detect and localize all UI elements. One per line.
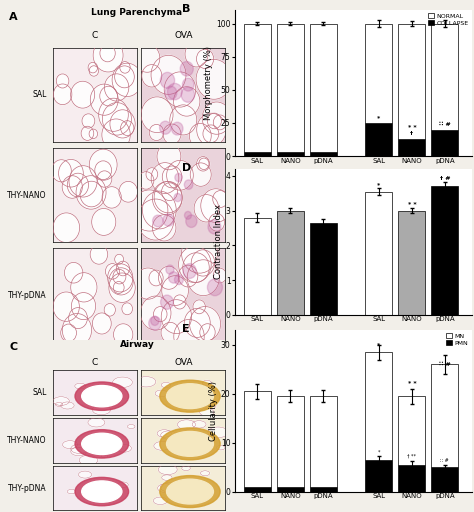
Bar	[277, 486, 304, 492]
Text: THY: THY	[300, 193, 314, 199]
Text: C: C	[92, 31, 98, 40]
Bar	[365, 191, 392, 315]
Bar	[431, 24, 458, 130]
Text: ∷ #: ∷ #	[439, 362, 451, 367]
Bar	[399, 139, 425, 156]
Bar	[244, 486, 271, 492]
Bar	[244, 24, 271, 152]
Text: OVA: OVA	[174, 31, 192, 40]
Text: *: *	[377, 115, 381, 120]
Text: C: C	[9, 342, 17, 352]
Text: THY-pDNA: THY-pDNA	[8, 483, 46, 493]
Bar	[431, 467, 458, 492]
Text: SAL: SAL	[32, 388, 46, 397]
Bar	[277, 152, 304, 156]
Bar	[431, 130, 458, 156]
Bar	[399, 24, 425, 139]
Text: THY: THY	[421, 193, 435, 199]
Bar	[310, 24, 337, 152]
Text: OVA: OVA	[403, 210, 420, 219]
Text: A: A	[9, 12, 18, 22]
Bar	[244, 218, 271, 315]
Bar	[365, 352, 392, 460]
Text: OVA: OVA	[403, 369, 420, 378]
Text: THY-NANO: THY-NANO	[7, 436, 46, 445]
Y-axis label: Morphometry (%): Morphometry (%)	[204, 46, 213, 120]
Bar	[277, 210, 304, 315]
Text: *: *	[378, 450, 380, 455]
Bar	[310, 486, 337, 492]
Bar	[244, 391, 271, 486]
Text: * *: * *	[408, 381, 416, 387]
Text: *: *	[377, 182, 381, 187]
Bar	[310, 152, 337, 156]
Text: THY-pDNA: THY-pDNA	[8, 291, 46, 300]
Text: OVA: OVA	[174, 358, 192, 367]
Bar	[365, 460, 392, 492]
Bar	[277, 24, 304, 152]
Bar	[431, 186, 458, 315]
Legend: MN, PMN: MN, PMN	[446, 333, 468, 346]
Text: † #: † #	[439, 176, 450, 181]
Legend: NORMAL, COLLAPSE: NORMAL, COLLAPSE	[428, 13, 468, 26]
Y-axis label: Contraction Index: Contraction Index	[214, 204, 223, 280]
Text: THY: THY	[421, 351, 435, 357]
Text: * *: * *	[408, 202, 416, 207]
Bar	[399, 465, 425, 492]
Bar	[310, 223, 337, 315]
Text: THY: THY	[300, 351, 314, 357]
Text: C: C	[287, 369, 293, 378]
Text: ∷ #: ∷ #	[440, 458, 449, 463]
Text: C: C	[287, 210, 293, 219]
Text: THY-NANO: THY-NANO	[7, 190, 46, 200]
Text: E: E	[182, 324, 190, 334]
Text: B: B	[182, 5, 191, 14]
Bar	[244, 152, 271, 156]
Bar	[365, 123, 392, 156]
Bar	[431, 365, 458, 467]
Bar	[399, 210, 425, 315]
Text: Lung Parenchyma: Lung Parenchyma	[91, 8, 182, 17]
Text: ∷ #: ∷ #	[439, 122, 451, 127]
Text: * *
†: * * †	[408, 125, 416, 136]
Bar	[277, 396, 304, 486]
Y-axis label: Cellularity (%): Cellularity (%)	[209, 381, 218, 441]
Bar	[310, 396, 337, 486]
Bar	[365, 24, 392, 123]
Bar	[399, 396, 425, 465]
Text: D: D	[182, 163, 192, 173]
Text: *: *	[377, 343, 381, 347]
Text: SAL: SAL	[32, 90, 46, 99]
Text: C: C	[92, 358, 98, 367]
Text: † **: † **	[407, 453, 416, 458]
Text: Airway: Airway	[119, 340, 155, 350]
